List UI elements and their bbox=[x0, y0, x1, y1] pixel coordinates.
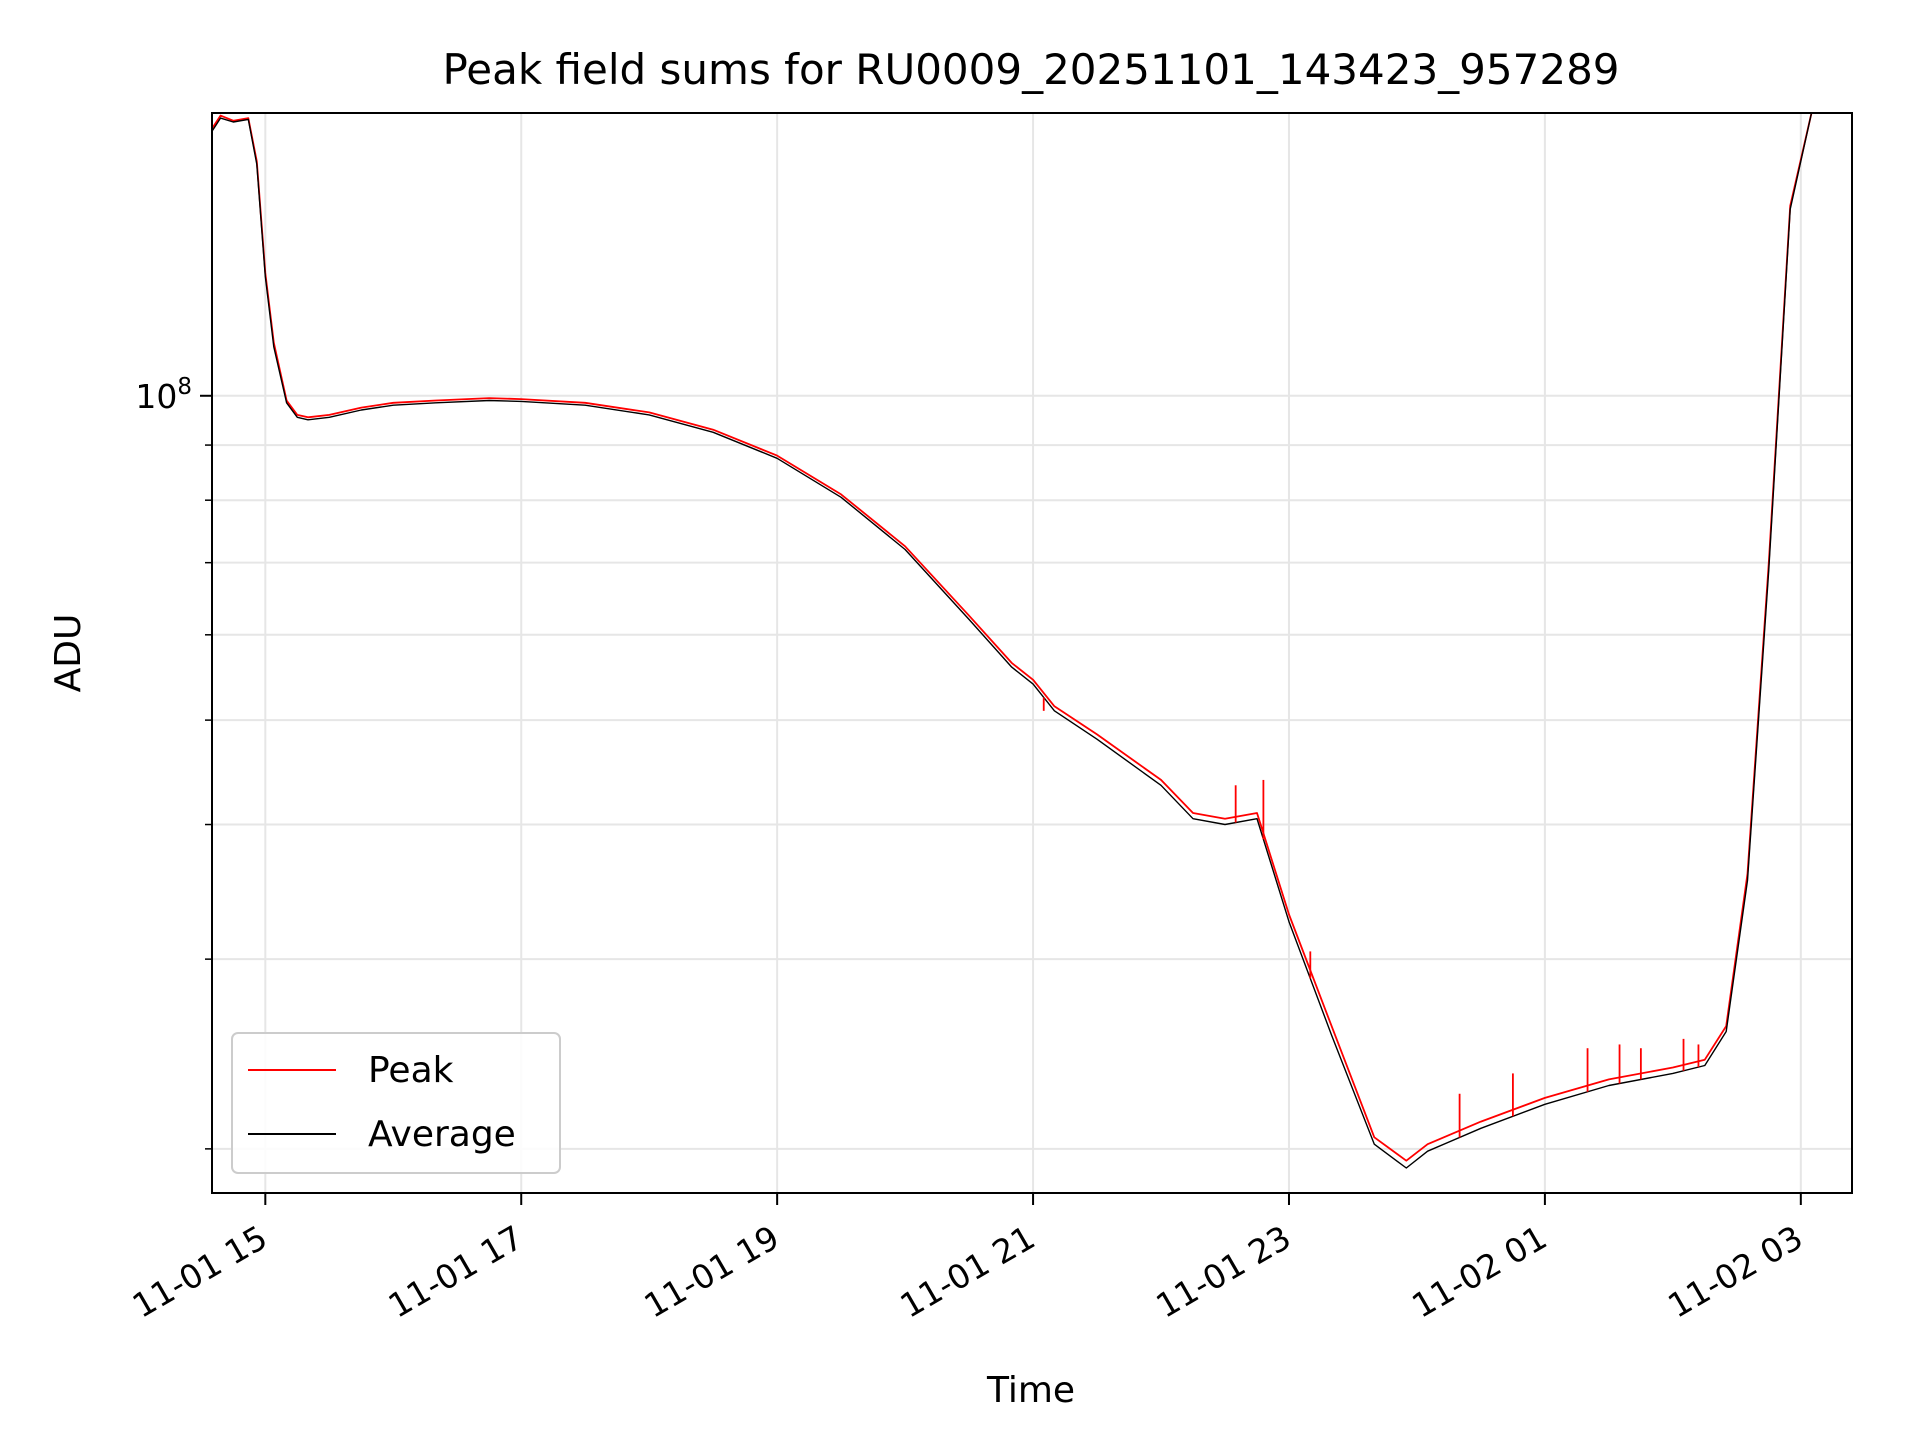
plot-frame bbox=[211, 112, 1853, 1194]
legend-peak-label: Peak bbox=[368, 1050, 454, 1091]
data-series bbox=[212, 113, 1833, 1169]
legend: Peak Average bbox=[231, 1032, 561, 1174]
y-axis-label: ADU bbox=[48, 614, 89, 693]
y-tick-label: 108 bbox=[135, 374, 192, 416]
series-line-average bbox=[212, 113, 1833, 1169]
x-axis-label: Time bbox=[986, 1370, 1075, 1411]
legend-box bbox=[231, 1032, 561, 1174]
chart-title: Peak field sums for RU0009_20251101_1434… bbox=[442, 45, 1619, 94]
series-line-peak bbox=[212, 113, 1833, 1162]
legend-average-label: Average bbox=[368, 1114, 516, 1155]
